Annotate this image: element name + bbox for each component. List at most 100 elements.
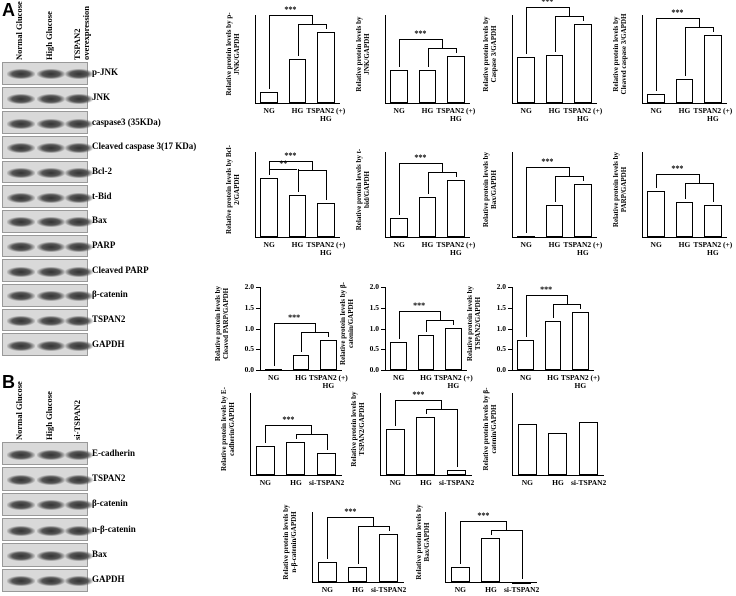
x-tick-label: si-TSPAN2: [309, 478, 345, 487]
blot-row-label: n-β-catenin: [92, 523, 136, 534]
blot-strip: [2, 333, 93, 356]
lane-label: si-TSPAN2: [72, 400, 82, 440]
blot-band: [7, 500, 35, 511]
bracket-line: [297, 169, 326, 171]
y-axis-label: Relative protein levels by Bax/GAPDH: [482, 151, 498, 228]
x-tick-label: TSPAN2 (+) HG: [693, 106, 733, 123]
y-axis-label: Relative protein levels by p-JNK/GAPDH: [225, 12, 241, 96]
bracket-line: [521, 530, 523, 579]
blot-strip: [2, 136, 93, 159]
plot-axes: [250, 393, 342, 476]
x-tick-label: HG: [678, 240, 691, 249]
bar: [416, 416, 436, 475]
x-tick-label: NG: [389, 478, 401, 487]
bracket-line: [698, 173, 700, 183]
blot-band: [7, 315, 35, 326]
bar: [647, 94, 665, 103]
blot-row-label: TSPAN2: [92, 314, 126, 324]
bracket-line: [358, 526, 389, 528]
bracket-line: [455, 171, 457, 177]
y-tick-label: 2.0: [244, 282, 254, 291]
y-tick-label: 2.0: [369, 282, 379, 291]
plot-axes: [380, 393, 472, 476]
bracket-line: [399, 162, 442, 164]
x-tick-label: TSPAN2 (+) HG: [693, 240, 733, 257]
significance-label: ***: [412, 389, 425, 399]
y-tick: [381, 328, 385, 330]
x-tick-label: HG: [291, 106, 304, 115]
y-tick-label: 0.5: [244, 344, 254, 354]
blot-band: [37, 266, 65, 277]
bar: [574, 183, 592, 237]
y-tick-label: 0.5: [369, 344, 379, 354]
blot-row-label: Bax: [92, 215, 108, 226]
significance-label: ***: [671, 7, 684, 17]
x-tick-label: HG: [420, 478, 432, 487]
blot-band: [65, 217, 93, 228]
blot-strip: [2, 62, 93, 85]
blot-row-label: β-catenin: [92, 498, 128, 509]
y-tick-label: 1.5: [244, 302, 254, 312]
bracket-line: [568, 166, 570, 176]
bracket-line: [491, 530, 522, 532]
bracket-line: [297, 23, 299, 56]
blot-strip: [2, 86, 93, 110]
blot-strip: [2, 442, 93, 466]
blot-band: [37, 550, 65, 561]
bar: [288, 194, 307, 237]
lane-label: Normal Glucose: [14, 381, 24, 440]
bar: [348, 567, 368, 582]
bar: [385, 428, 405, 475]
bar: [418, 70, 437, 103]
plot-axes: [445, 512, 537, 583]
blot-band: [37, 449, 65, 460]
plot-axes: [512, 152, 597, 238]
blot-band: [37, 217, 65, 228]
bracket-line: [656, 173, 658, 188]
y-axis-label: Relative protein levels by E-cadherin/GA…: [220, 387, 236, 471]
bracket-line: [273, 323, 275, 367]
bar: [481, 538, 501, 582]
x-tick-label: TSPAN2 (+) HG: [433, 373, 473, 390]
bar: [317, 31, 335, 103]
bracket-line: [269, 14, 271, 89]
bar: [260, 177, 278, 237]
x-tick-label: NG: [650, 240, 662, 249]
blot-band: [65, 474, 93, 485]
blot-strip: [2, 308, 93, 332]
bar: [548, 432, 568, 475]
bar: [317, 453, 337, 475]
bracket-line: [427, 171, 456, 173]
bar: [545, 54, 564, 103]
bracket-line: [453, 319, 455, 325]
blot-band: [37, 192, 65, 203]
bracket-line: [269, 160, 271, 175]
blot-band: [7, 291, 35, 302]
bracket-line: [426, 408, 457, 410]
blot-band: [65, 525, 93, 536]
blot-row-label: Bcl-2: [92, 166, 112, 176]
significance-label: ***: [282, 415, 295, 425]
blot-band: [65, 315, 93, 326]
x-tick-label: si-TSPAN2: [571, 478, 607, 487]
bracket-line: [427, 48, 456, 50]
bracket-line: [460, 521, 462, 565]
bracket-line: [296, 434, 327, 436]
x-tick-label: TSPAN2 (+) HG: [308, 373, 348, 390]
x-tick-label: NG: [321, 585, 333, 594]
blot-band: [7, 576, 35, 587]
bar: [379, 534, 399, 582]
plot-axes: [255, 15, 340, 104]
blot-band: [7, 525, 35, 536]
y-tick: [381, 370, 385, 371]
y-axis-label: Relative protein levels by Caspase 3/GAP…: [482, 16, 498, 92]
plot-axes: [512, 15, 597, 104]
blot-band: [65, 576, 93, 587]
bracket-line: [441, 162, 443, 172]
x-tick-label: HG: [421, 240, 434, 249]
bar: [579, 421, 599, 475]
x-tick-label: HG: [552, 478, 564, 487]
bracket-line: [326, 434, 328, 451]
bar: [390, 341, 408, 370]
